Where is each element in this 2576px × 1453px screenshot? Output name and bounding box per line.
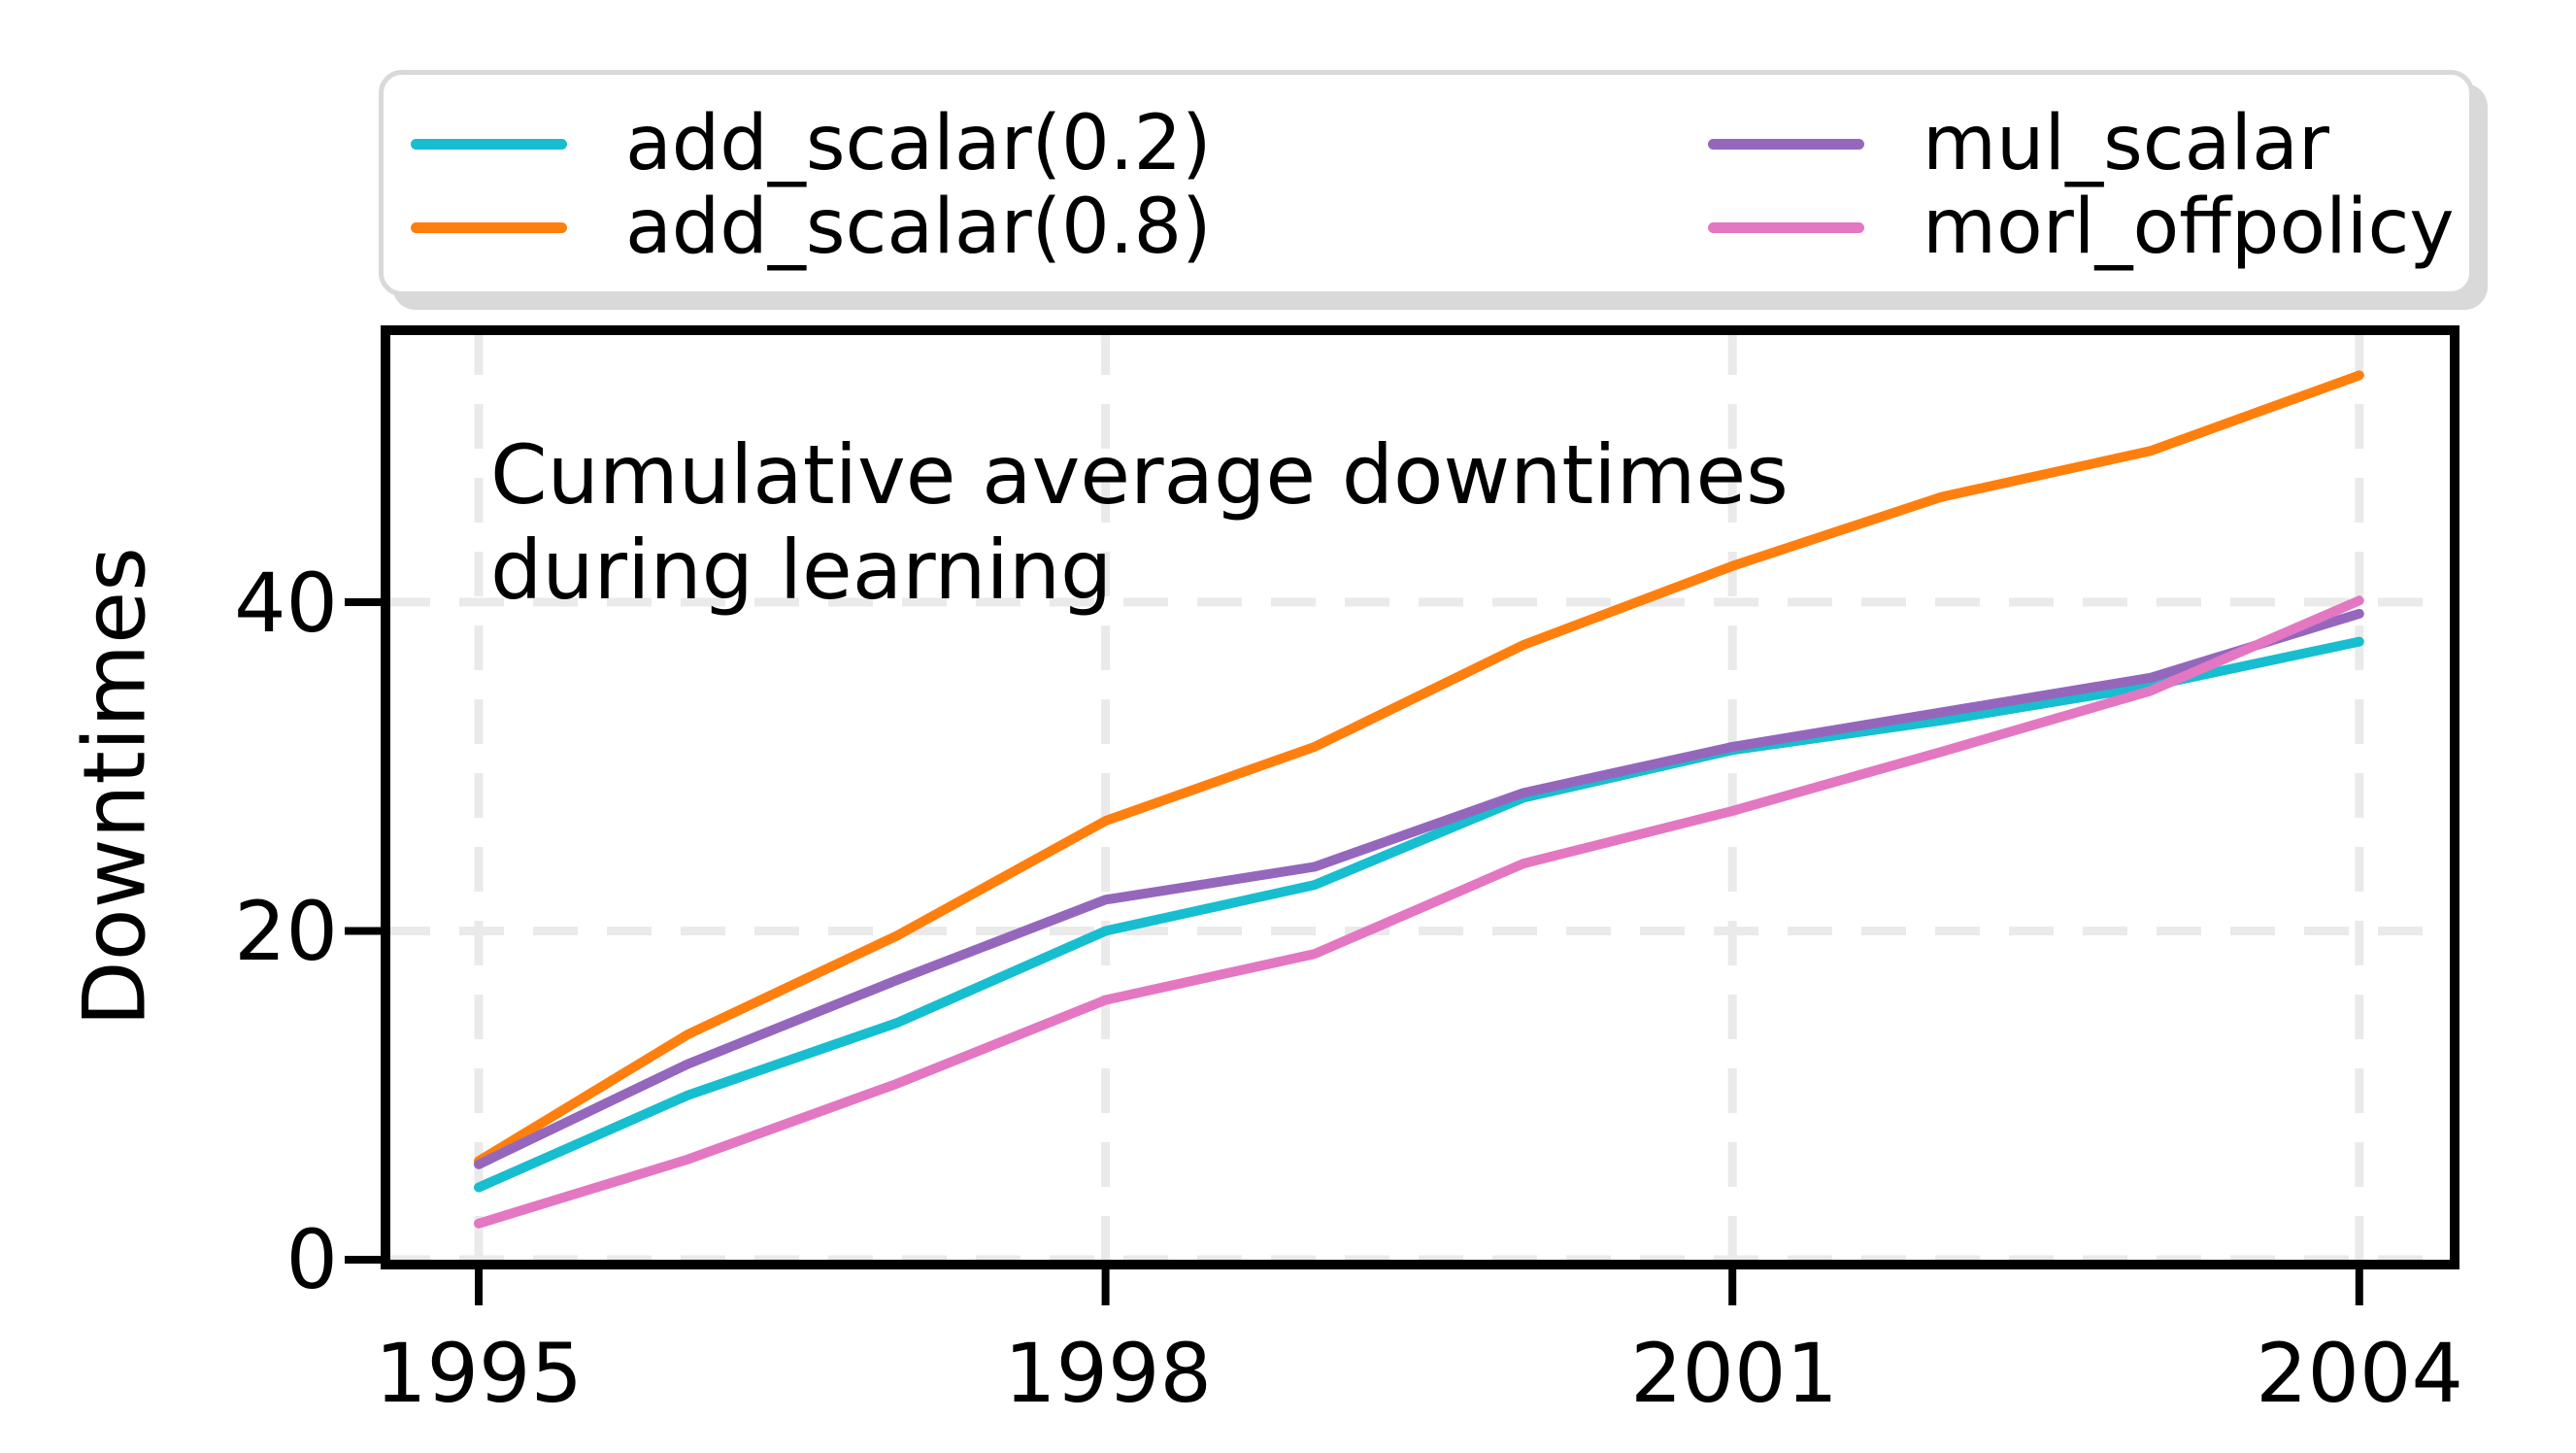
x-tick-label-2004: 2004 xyxy=(2256,1326,2463,1421)
series-line-add-scalar-0-8- xyxy=(474,370,2364,1166)
series-line-morl-offpolicy xyxy=(474,595,2364,1229)
y-tick-label-20: 20 xyxy=(234,884,338,979)
x-tick-label-1998: 1998 xyxy=(1004,1326,1212,1421)
annotation-line-2: during learning xyxy=(490,523,1113,619)
annotation-line-1: Cumulative average downtimes xyxy=(490,427,1789,523)
legend-label-mul-scalar: mul_scalar xyxy=(1923,100,2329,187)
y-tick-label-40: 40 xyxy=(234,556,338,651)
legend-label-morl-offpolicy: morl_offpolicy xyxy=(1923,184,2455,271)
legend-label-add-scalar-08: add_scalar(0.8) xyxy=(625,184,1212,271)
legend-swatch-morl-offpolicy xyxy=(1708,221,1864,233)
axes-spines xyxy=(381,325,2459,1269)
legend-swatch-add-scalar-08 xyxy=(411,221,567,233)
legend-label-add-scalar-02: add_scalar(0.2) xyxy=(625,100,1212,187)
x-tick-label-1995: 1995 xyxy=(375,1326,583,1421)
legend: add_scalar(0.2) add_scalar(0.8) mul_scal… xyxy=(379,70,2474,296)
series-line-add-scalar-0-2- xyxy=(474,636,2364,1193)
chart-annotation: Cumulative average downtimes during learn… xyxy=(490,427,1789,619)
legend-swatch-add-scalar-02 xyxy=(411,138,567,150)
x-tick-label-2001: 2001 xyxy=(1630,1326,1838,1421)
legend-swatch-mul-scalar xyxy=(1708,138,1864,150)
series-line-mul-scalar xyxy=(474,608,2364,1169)
y-tick-label-0: 0 xyxy=(285,1212,338,1307)
